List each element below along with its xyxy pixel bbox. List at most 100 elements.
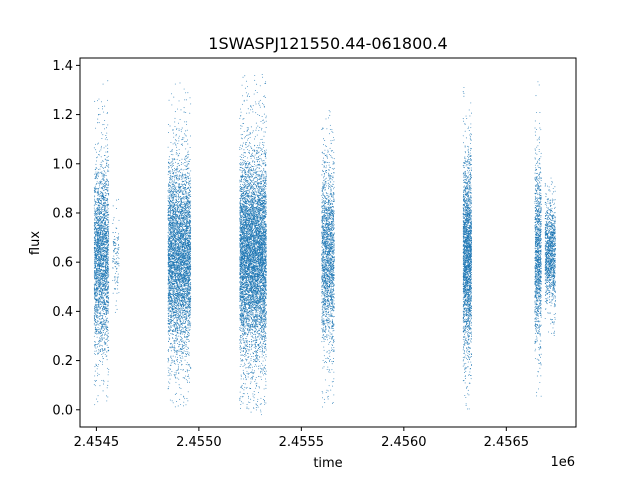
data-point — [167, 340, 169, 342]
data-point — [177, 369, 179, 371]
data-point — [105, 343, 107, 345]
data-point — [170, 209, 172, 211]
data-point — [97, 173, 99, 175]
data-point — [104, 185, 106, 187]
data-point — [93, 287, 95, 288]
data-point — [104, 300, 106, 302]
data-point — [105, 268, 107, 270]
data-point — [106, 311, 108, 313]
data-point — [101, 269, 103, 271]
data-point — [175, 245, 177, 247]
data-point — [177, 276, 178, 278]
data-point — [169, 192, 171, 194]
data-point — [113, 276, 115, 278]
data-point — [95, 310, 97, 311]
data-point — [175, 377, 177, 379]
data-point — [175, 313, 177, 315]
data-point — [97, 213, 99, 215]
data-point — [173, 342, 175, 344]
data-point — [94, 385, 96, 387]
data-point — [107, 332, 109, 334]
data-point — [107, 300, 109, 302]
data-point — [105, 279, 107, 281]
data-point — [176, 301, 178, 303]
data-point — [105, 285, 107, 287]
data-point — [97, 223, 99, 225]
data-point — [169, 230, 171, 232]
data-point — [107, 170, 109, 172]
data-point — [100, 223, 102, 225]
data-point — [97, 269, 99, 271]
data-point — [97, 191, 99, 193]
data-point — [107, 287, 109, 289]
data-point — [172, 317, 174, 319]
data-point — [97, 278, 99, 280]
data-point — [168, 359, 169, 360]
data-point — [107, 292, 109, 294]
data-point — [172, 243, 174, 245]
data-point — [173, 167, 175, 169]
data-point — [171, 178, 173, 180]
data-point — [177, 319, 179, 321]
data-point — [171, 149, 173, 150]
data-point — [170, 161, 172, 163]
data-point — [170, 222, 172, 223]
data-point — [167, 349, 169, 351]
data-point — [97, 293, 98, 295]
data-point — [170, 231, 172, 233]
data-point — [174, 302, 176, 304]
data-point — [104, 324, 106, 326]
data-point — [175, 220, 177, 222]
data-point — [172, 338, 174, 339]
data-point — [167, 333, 169, 335]
data-point — [114, 311, 116, 313]
data-point — [178, 318, 179, 320]
data-point — [104, 328, 106, 330]
data-point — [118, 198, 120, 200]
data-point — [174, 249, 176, 251]
data-point — [170, 142, 172, 143]
data-point — [101, 203, 103, 205]
data-point — [98, 218, 100, 220]
data-point — [118, 247, 120, 249]
data-point — [177, 205, 179, 206]
data-point — [100, 180, 102, 182]
data-point — [101, 213, 102, 214]
data-point — [103, 281, 105, 283]
data-point — [176, 174, 178, 176]
data-point — [96, 295, 98, 297]
data-point — [104, 171, 106, 173]
data-point — [170, 226, 172, 227]
data-point — [104, 263, 106, 265]
data-point — [102, 298, 104, 299]
data-point — [94, 236, 96, 238]
data-point — [116, 236, 118, 238]
data-point — [167, 174, 169, 175]
data-point — [168, 262, 170, 264]
data-point — [170, 356, 172, 358]
data-point — [105, 276, 107, 278]
data-point — [98, 154, 100, 156]
data-point — [169, 235, 171, 237]
data-point — [104, 243, 106, 245]
data-point — [97, 283, 99, 285]
data-point — [116, 199, 118, 201]
data-point — [168, 371, 170, 373]
data-point — [178, 195, 179, 197]
data-point — [99, 282, 101, 284]
data-point — [101, 209, 103, 210]
data-point — [97, 197, 99, 199]
data-point — [96, 350, 97, 352]
data-point — [99, 211, 101, 213]
data-point — [98, 212, 100, 214]
data-point — [168, 167, 169, 169]
data-point — [170, 311, 172, 312]
data-point — [101, 332, 103, 334]
data-point — [102, 279, 104, 281]
data-point — [100, 149, 102, 151]
data-point — [171, 171, 173, 173]
data-point — [169, 234, 171, 235]
data-point — [106, 395, 107, 397]
data-point — [101, 321, 103, 323]
data-point — [173, 175, 175, 177]
